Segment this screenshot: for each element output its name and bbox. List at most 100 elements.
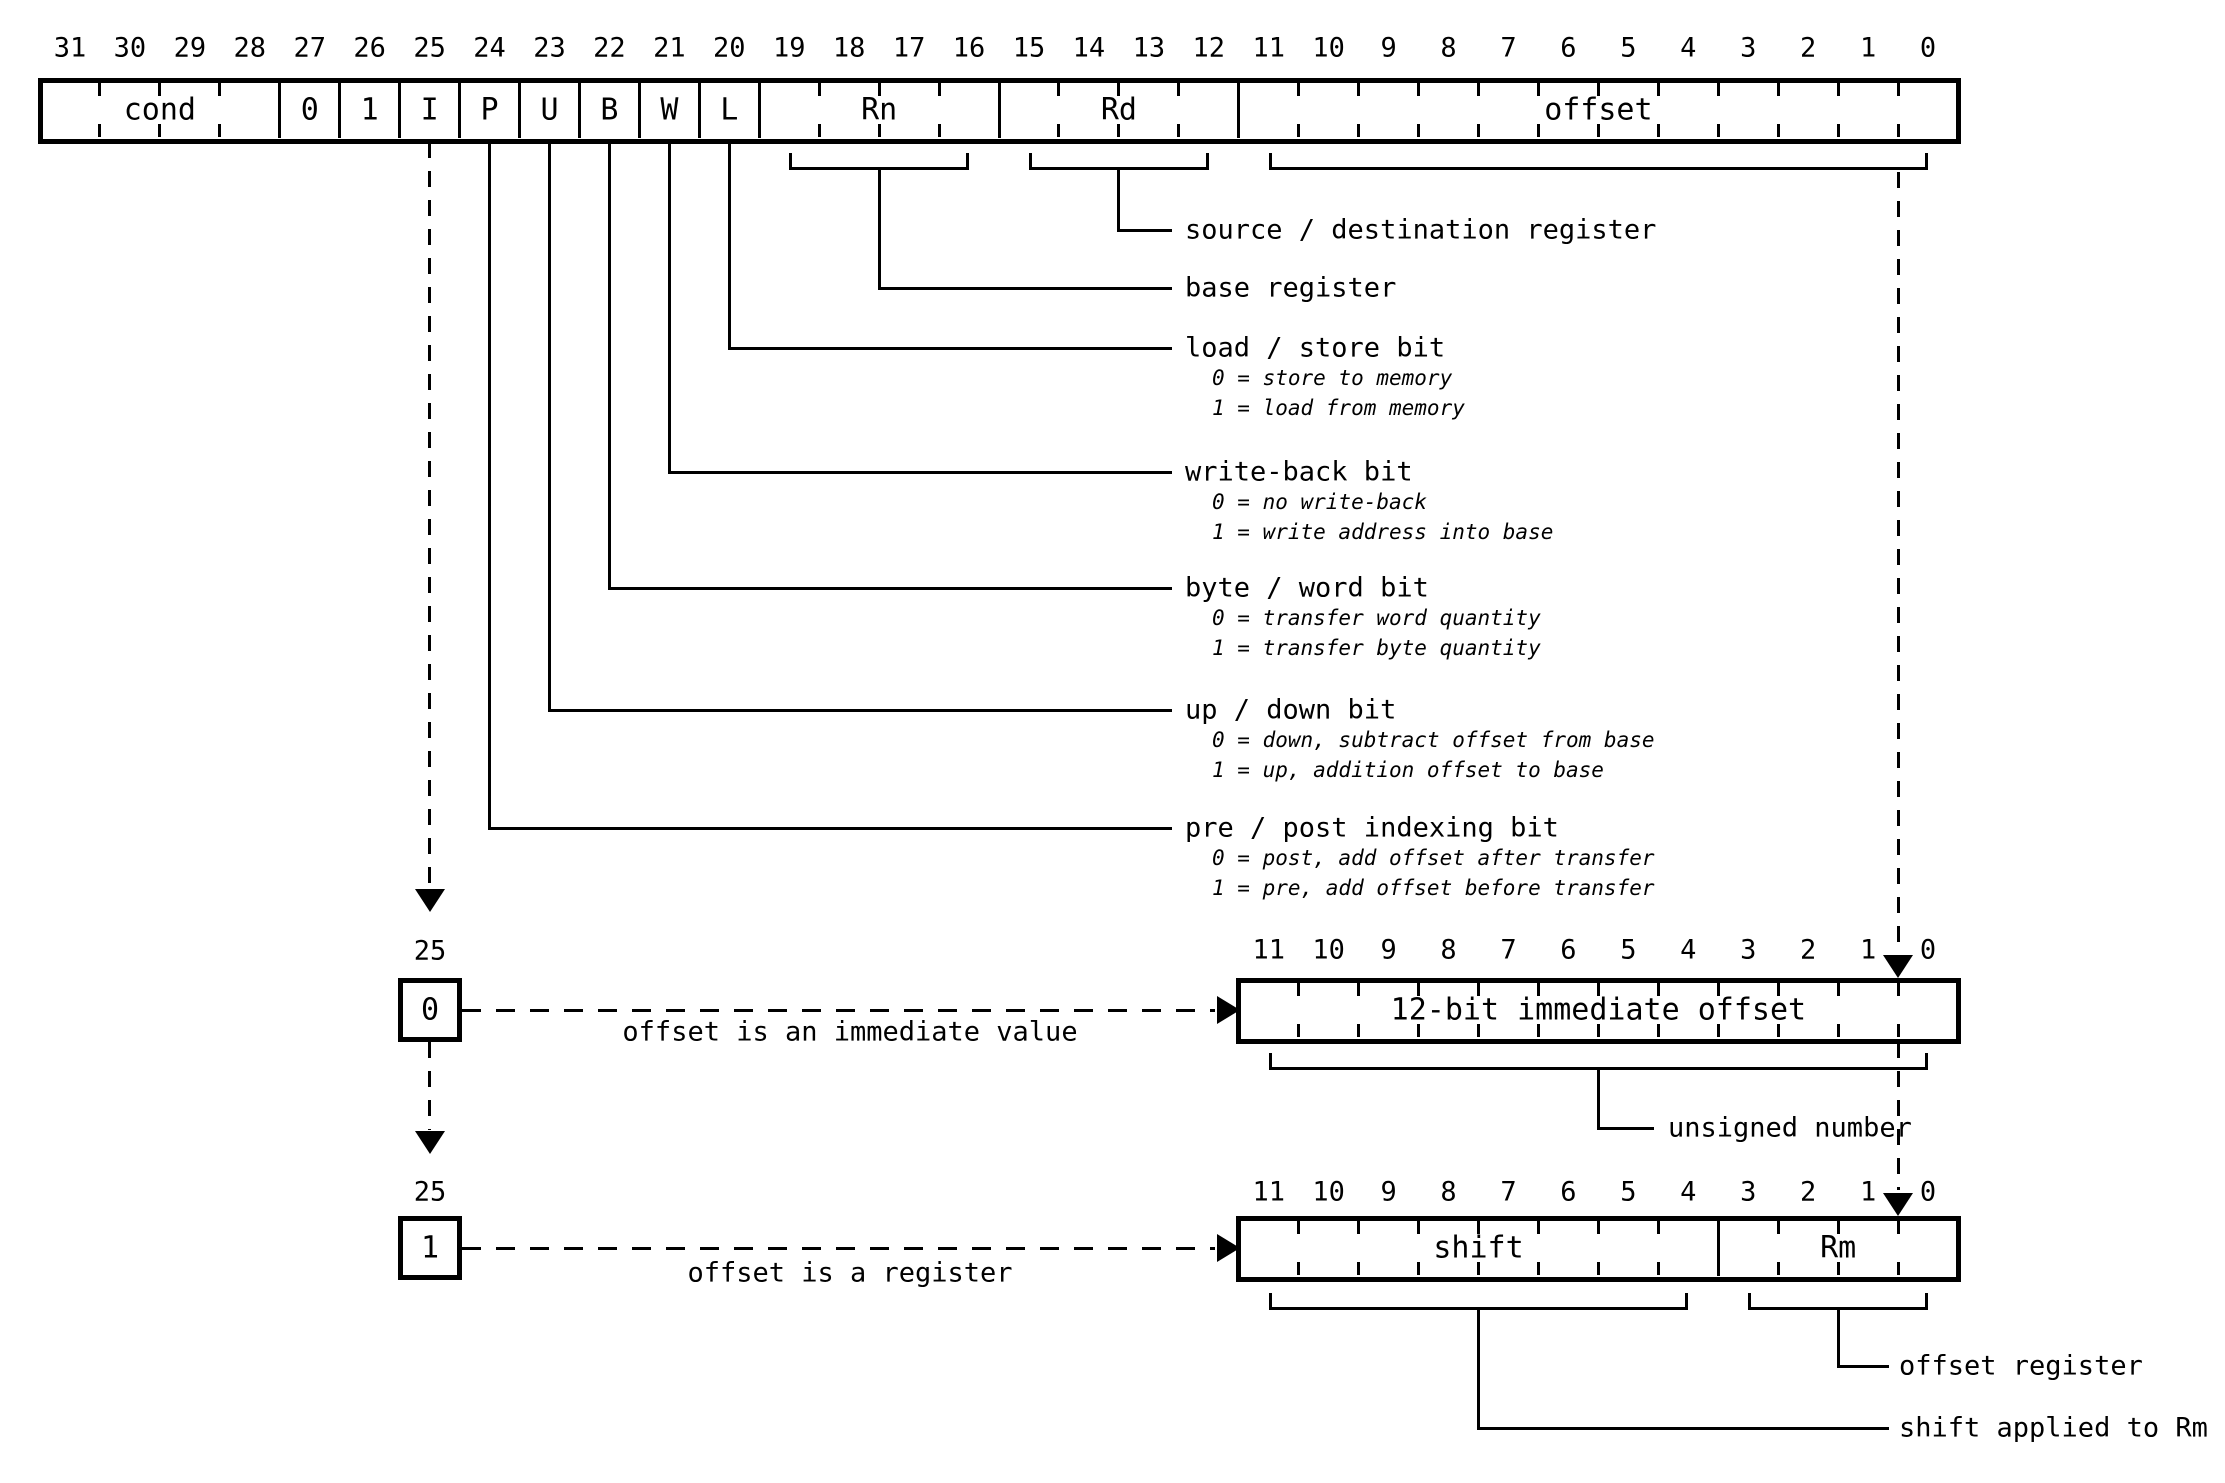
i-bit-dashed-connector xyxy=(428,1042,432,1130)
bit-tick xyxy=(1297,983,1301,996)
bit-number: 29 xyxy=(173,32,207,64)
annotation-detail: 1 = load from memory xyxy=(1212,396,1465,420)
field-divider xyxy=(1237,82,1241,138)
bit-tick xyxy=(218,83,222,96)
annotation-detail: 1 = write address into base xyxy=(1212,520,1554,544)
bit-tick xyxy=(1776,1221,1780,1234)
field-divider xyxy=(577,82,581,138)
bit-number: 2 xyxy=(1800,934,1817,966)
annotation-line xyxy=(667,470,1172,474)
bit-tick xyxy=(1357,983,1361,996)
bit-tick xyxy=(1596,1024,1600,1037)
bit-number: 21 xyxy=(653,32,686,64)
bit-tick xyxy=(1896,124,1900,137)
bit-number: 11 xyxy=(1252,934,1285,966)
field-divider xyxy=(637,82,641,138)
brace-stem xyxy=(1477,1310,1480,1430)
annotation-detail: 0 = no write-back xyxy=(1212,490,1427,514)
bit-tick xyxy=(1477,983,1480,996)
annotation-label: source / destination register xyxy=(1185,214,1657,246)
annotation-line xyxy=(547,708,1172,712)
brace-stem xyxy=(1596,1070,1600,1130)
bit-tick xyxy=(1536,83,1540,96)
annotation-label: byte / word bit xyxy=(1185,572,1429,604)
annotation-detail: 0 = transfer word quantity xyxy=(1212,606,1541,630)
field-label: cond xyxy=(123,92,196,128)
bit-tick xyxy=(937,83,941,96)
bit-tick xyxy=(1776,983,1780,996)
bit-number: 20 xyxy=(713,32,746,64)
field-label: offset xyxy=(1544,92,1653,128)
bit-tick xyxy=(1596,124,1600,137)
bit-tick xyxy=(1716,83,1720,96)
bit-tick xyxy=(1357,1262,1361,1275)
annotation-label: pre / post indexing bit xyxy=(1185,812,1559,844)
bit-tick xyxy=(1536,124,1540,137)
annotation-line xyxy=(877,286,1172,290)
bit-tick xyxy=(1297,1262,1301,1275)
bit-number: 10 xyxy=(1312,32,1345,64)
field-label: L xyxy=(720,92,739,128)
underbrace xyxy=(1268,1293,1689,1310)
bit-tick xyxy=(1776,83,1780,96)
offset-dashed-connector xyxy=(1896,172,1900,950)
bit-tick xyxy=(877,83,881,96)
annotation-stem xyxy=(1117,170,1121,232)
underbrace xyxy=(1029,153,1209,170)
bit-tick xyxy=(1536,1024,1540,1037)
bit-number: 0 xyxy=(1919,934,1937,966)
field-divider xyxy=(997,82,1001,138)
bit-tick xyxy=(1716,124,1720,137)
bit-number: 7 xyxy=(1500,1176,1517,1208)
bit-number: 24 xyxy=(473,32,506,64)
bit-number: 18 xyxy=(832,32,866,64)
bit-number: 13 xyxy=(1132,32,1166,64)
i-bit-dashed-connector xyxy=(428,142,432,886)
i-bit-value-box-immediate: 0 xyxy=(398,978,462,1042)
annotation-line xyxy=(1117,228,1172,232)
register-variant-bit-number: 25 xyxy=(413,1176,447,1208)
bit-tick xyxy=(1896,83,1900,96)
annotation-stem xyxy=(667,142,671,474)
bit-tick xyxy=(1776,1024,1780,1037)
bit-number: 0 xyxy=(1919,1176,1937,1208)
bit-tick xyxy=(1596,983,1600,996)
bit-tick xyxy=(1536,1262,1540,1275)
bit-tick xyxy=(1357,83,1361,96)
bit-number: 25 xyxy=(413,32,446,64)
bit-tick xyxy=(1417,124,1421,137)
bit-tick xyxy=(1896,1221,1900,1234)
annotation-detail: 1 = transfer byte quantity xyxy=(1212,636,1541,660)
bit-tick xyxy=(1057,83,1061,96)
bit-number: 22 xyxy=(593,32,626,64)
bit-tick xyxy=(1417,1024,1421,1037)
bit-tick xyxy=(98,83,102,96)
bit-number: 8 xyxy=(1440,934,1457,966)
bit-tick xyxy=(1596,1221,1600,1234)
annotation-stem xyxy=(488,142,492,830)
register-variant-caption: offset is a register xyxy=(687,1257,1013,1289)
bit-tick xyxy=(1536,1221,1540,1234)
field-label: 1 xyxy=(360,92,379,128)
bit-tick xyxy=(1656,83,1660,96)
bit-number: 3 xyxy=(1740,32,1757,64)
bit-number: 10 xyxy=(1312,934,1345,966)
bit-tick xyxy=(1177,124,1181,137)
immediate-variant-bit-number: 25 xyxy=(413,935,447,967)
down-arrow xyxy=(1883,955,1914,978)
underbrace xyxy=(1748,1293,1928,1310)
field-divider xyxy=(757,82,761,138)
bit-tick xyxy=(1776,1262,1780,1275)
bit-number: 1 xyxy=(1859,934,1877,966)
bit-number: 8 xyxy=(1440,32,1457,64)
field-label: B xyxy=(600,92,619,128)
bit-tick xyxy=(1297,1024,1301,1037)
i-bit-value-box-register: 1 xyxy=(398,1216,462,1280)
bit-number: 4 xyxy=(1680,32,1697,64)
bit-number: 9 xyxy=(1380,934,1397,966)
right-arrow xyxy=(1217,996,1240,1024)
bit-number: 2 xyxy=(1800,32,1817,64)
bit-tick xyxy=(1357,1221,1361,1234)
bit-number: 5 xyxy=(1620,32,1637,64)
bit-tick xyxy=(1417,1262,1421,1275)
